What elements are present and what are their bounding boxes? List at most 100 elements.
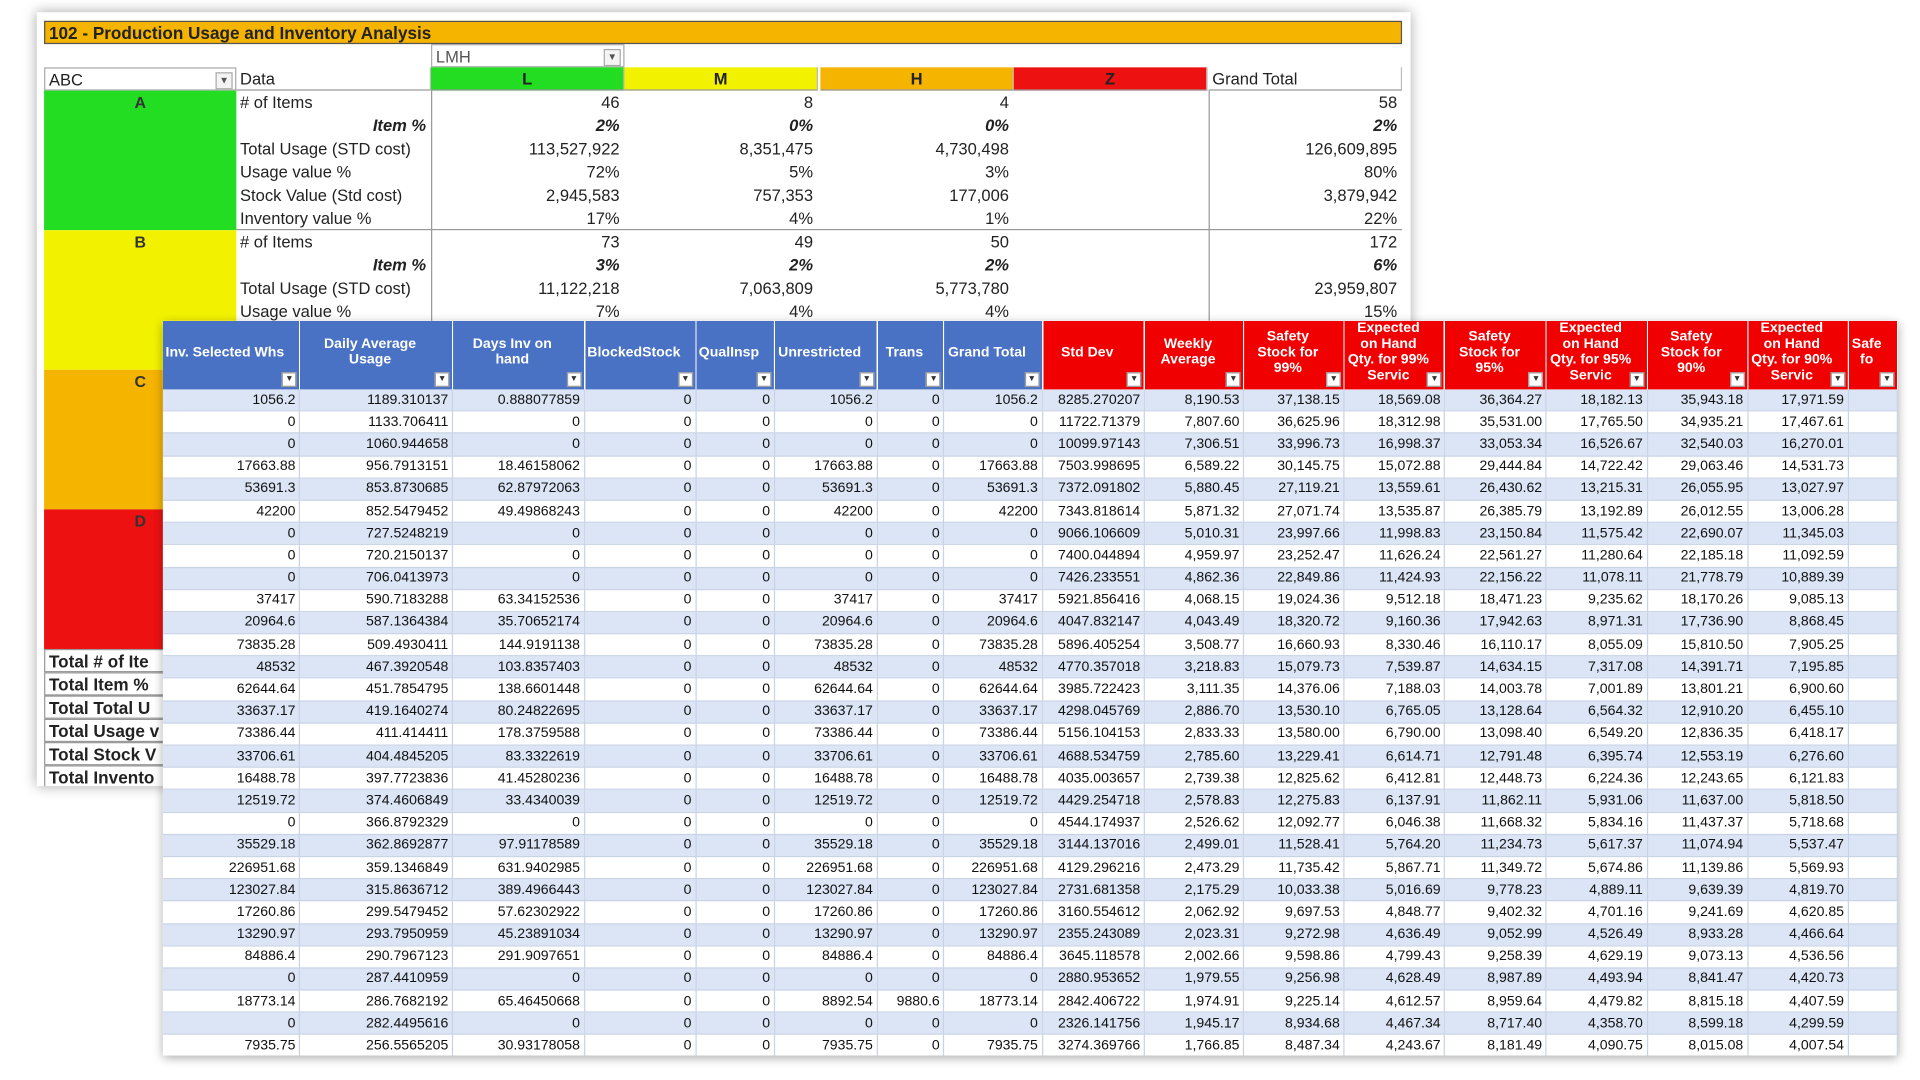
filter-dropdown-icon[interactable]: ▼ (1629, 372, 1645, 387)
column-header[interactable]: Daily Average Usage ▼ (299, 320, 454, 390)
column-header[interactable]: Expected on Hand Qty. for 95% Servic ▼ (1546, 320, 1648, 390)
table-cell: 35529.18 (944, 834, 1043, 858)
table-cell (1848, 901, 1898, 924)
table-cell: 6,121.83 (1747, 767, 1849, 791)
column-header[interactable]: Safety Stock for 95% ▼ (1444, 320, 1548, 390)
filter-dropdown-icon[interactable]: ▼ (756, 372, 772, 387)
table-cell: 73386.44 (774, 722, 878, 746)
pivot-row-label: # of Items (240, 93, 313, 112)
table-cell: 4,420.73 (1747, 967, 1849, 991)
table-cell: 4,090.75 (1546, 1034, 1648, 1056)
filter-dropdown-icon[interactable]: ▼ (677, 372, 693, 387)
table-cell: 0 (944, 522, 1043, 546)
filter-dropdown-icon[interactable]: ▼ (566, 372, 582, 387)
column-header[interactable]: Safety Stock for 90% ▼ (1647, 320, 1749, 390)
table-cell: 0 (695, 477, 775, 501)
table-cell: 4,799.43 (1344, 945, 1446, 969)
table-cell: 30,145.75 (1243, 455, 1345, 479)
table-cell: 17663.88 (944, 455, 1043, 479)
table-cell: 17663.88 (162, 455, 301, 479)
table-cell: 15,079.73 (1243, 656, 1345, 679)
table-cell: 2,785.60 (1144, 745, 1245, 768)
table-cell: 84886.4 (944, 945, 1043, 969)
column-header[interactable]: Expected on Hand Qty. for 99% Servic ▼ (1344, 320, 1446, 390)
table-cell: 4047.832147 (1042, 611, 1146, 635)
table-cell: 7343.818614 (1042, 500, 1146, 524)
abc-filter[interactable]: ABC ▼ (44, 67, 237, 91)
column-header[interactable]: Safety Stock for 99% ▼ (1243, 320, 1345, 390)
table-cell: 103.8357403 (452, 656, 585, 679)
lmh-filter[interactable]: LMH ▼ (431, 44, 625, 68)
table-row: 84886.4 290.7967123 291.9097651 0 0 84886.4 0 8… (162, 945, 1898, 969)
table-cell: 9,256.98 (1243, 967, 1345, 991)
table-cell: 4,068.15 (1144, 589, 1245, 613)
dropdown-arrow-icon[interactable]: ▼ (603, 48, 621, 67)
table-cell: 23,997.66 (1243, 522, 1345, 546)
column-header[interactable]: Days Inv on hand ▼ (452, 320, 585, 390)
table-row: 73835.28 509.4930411 144.9191138 0 0 73835.28… (162, 633, 1898, 657)
filter-dropdown-icon[interactable]: ▼ (1126, 372, 1142, 387)
table-cell: 34,935.21 (1647, 411, 1749, 434)
table-cell: 5,674.86 (1546, 856, 1648, 880)
table-cell: 0 (877, 901, 945, 924)
filter-dropdown-icon[interactable]: ▼ (1830, 372, 1846, 387)
table-cell: 7,905.25 (1747, 633, 1849, 657)
filter-dropdown-icon[interactable]: ▼ (282, 372, 297, 387)
filter-dropdown-icon[interactable]: ▼ (926, 372, 941, 387)
filter-dropdown-icon[interactable]: ▼ (1528, 372, 1544, 387)
filter-dropdown-icon[interactable]: ▼ (859, 372, 875, 387)
filter-dropdown-icon[interactable]: ▼ (1879, 372, 1895, 387)
filter-dropdown-icon[interactable]: ▼ (434, 372, 450, 387)
table-cell: 0.888077859 (452, 389, 585, 412)
table-cell: 853.8730685 (299, 477, 454, 501)
table-cell: 37,138.15 (1243, 389, 1345, 412)
column-header[interactable]: Weekly Average ▼ (1144, 320, 1245, 390)
column-header-label: Expected on Hand Qty. for 90% Servic (1751, 320, 1833, 384)
table-cell: 0 (584, 500, 697, 524)
table-cell: 7,317.08 (1546, 656, 1648, 679)
column-header[interactable]: Std Dev ▼ (1042, 320, 1146, 390)
column-header[interactable]: Expected on Hand Qty. for 90% Servic ▼ (1747, 320, 1849, 390)
table-cell: 13,098.40 (1444, 722, 1548, 746)
filter-dropdown-icon[interactable]: ▼ (1226, 372, 1241, 387)
table-cell: 6,046.38 (1344, 811, 1446, 835)
column-header[interactable]: QualInsp ▼ (695, 320, 775, 390)
pivot-cell (1014, 277, 1207, 300)
table-cell: 6,564.32 (1546, 700, 1648, 724)
table-cell: 0 (695, 990, 775, 1013)
table-cell: 8,959.64 (1444, 990, 1548, 1013)
column-header[interactable]: Trans ▼ (877, 320, 945, 390)
table-cell: 30.93178058 (452, 1034, 585, 1056)
table-cell: 0 (877, 566, 945, 590)
filter-dropdown-icon[interactable]: ▼ (1427, 372, 1442, 387)
table-cell (1848, 789, 1898, 813)
filter-dropdown-icon[interactable]: ▼ (1326, 372, 1342, 387)
filter-dropdown-icon[interactable]: ▼ (1024, 372, 1040, 387)
table-cell: 4,636.49 (1344, 923, 1446, 947)
table-cell: 2,002.66 (1144, 945, 1245, 969)
table-cell: 0 (774, 811, 878, 835)
column-header[interactable]: Safe fo ▼ (1848, 320, 1898, 390)
table-cell: 0 (877, 878, 945, 902)
lmh-column-header-z: Z (1013, 67, 1208, 91)
pivot-row-label: # of Items (240, 232, 313, 252)
column-header-label: Safety Stock for 90% (1660, 328, 1722, 376)
table-cell: 8,717.40 (1444, 1012, 1548, 1036)
table-cell: 0 (452, 811, 585, 835)
table-cell: 9,052.99 (1444, 923, 1548, 947)
table-row: 37417 590.7183288 63.34152536 0 0 37417 0 37417… (162, 589, 1898, 613)
table-row: 7935.75 256.5565205 30.93178058 0 0 7935.75 0 7… (162, 1034, 1898, 1056)
table-cell: 12,553.19 (1647, 745, 1749, 768)
table-cell: 3,218.83 (1144, 656, 1245, 679)
column-header[interactable]: BlockedStock ▼ (584, 320, 697, 390)
column-header[interactable]: Inv. Selected Whs ▼ (162, 320, 301, 390)
table-cell: 5,880.45 (1144, 477, 1245, 501)
table-cell: 0 (162, 811, 301, 835)
table-cell: 13,192.89 (1546, 500, 1648, 524)
filter-dropdown-icon[interactable]: ▼ (1729, 372, 1745, 387)
column-header[interactable]: Unrestricted ▼ (774, 320, 878, 390)
table-cell: 2842.406722 (1042, 990, 1146, 1013)
dropdown-arrow-icon[interactable]: ▼ (215, 72, 233, 90)
table-cell: 13290.97 (944, 923, 1043, 947)
column-header[interactable]: Grand Total ▼ (944, 320, 1043, 390)
